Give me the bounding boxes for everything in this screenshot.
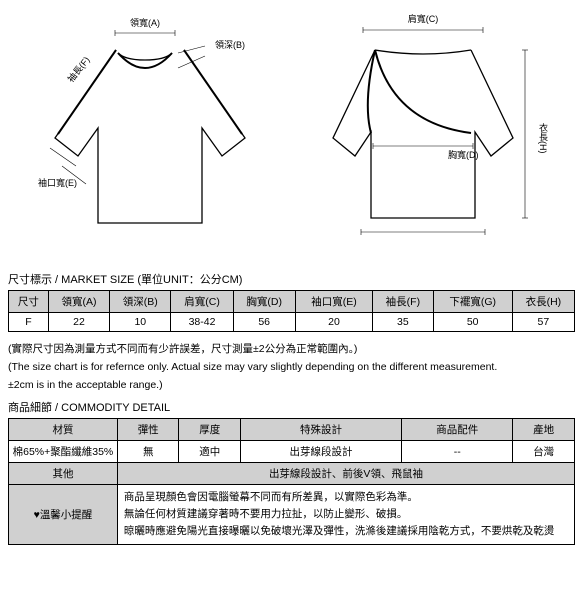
label-chest: 胸寬(D) xyxy=(448,149,479,160)
note-1: (實際尺寸因為測量方式不同而有少許誤差，尺寸測量±2公分為正常範圍內。) xyxy=(8,342,575,358)
label-cuff: 袖口寬(E) xyxy=(38,177,77,188)
size-table: 尺寸領寬(A)領深(B)肩寬(C)胸寬(D)袖口寬(E)袖長(F)下襬寬(G)衣… xyxy=(8,290,575,332)
front-diagram: 領寬(A) 領深(B) 袖長(F) 袖口寬(E) xyxy=(30,8,260,241)
label-hem: 下襬寬(G) xyxy=(403,237,443,238)
note-3: ±2cm is in the acceptable range.) xyxy=(8,378,575,394)
note-2: (The size chart is for refernce only. Ac… xyxy=(8,360,575,376)
label-collar-w: 領寬(A) xyxy=(130,17,160,28)
label-length: 衣長(H) xyxy=(538,122,548,154)
other-value: 出芽線段設計、前後V領、飛鼠袖 xyxy=(117,463,574,485)
size-section-title: 尺寸標示 / MARKET SIZE (單位UNIT：公分CM) xyxy=(8,271,575,287)
tips-label: ♥溫馨小提醒 xyxy=(9,485,118,544)
label-sleeve: 袖長(F) xyxy=(65,54,92,84)
tips-content: 商品呈現顏色會因電腦螢幕不同而有所差異，以實際色彩為準。無論任何材質建議穿著時不… xyxy=(117,485,574,544)
other-label: 其他 xyxy=(9,463,118,485)
back-diagram: 肩寬(C) 胸寬(D) 衣長(H) 下襬寬(G) xyxy=(303,8,553,241)
label-collar-d: 領深(B) xyxy=(215,39,245,50)
measurement-diagrams: 領寬(A) 領深(B) 袖長(F) 袖口寬(E) 肩寬(C) 胸寬(D) 衣長(… xyxy=(8,8,575,241)
label-shoulder: 肩寬(C) xyxy=(408,13,439,24)
detail-section-title: 商品細節 / COMMODITY DETAIL xyxy=(8,399,575,415)
detail-table: 材質彈性厚度特殊設計商品配件產地 棉65%+聚酯纖維35%無適中出芽線段設計--… xyxy=(8,418,575,544)
